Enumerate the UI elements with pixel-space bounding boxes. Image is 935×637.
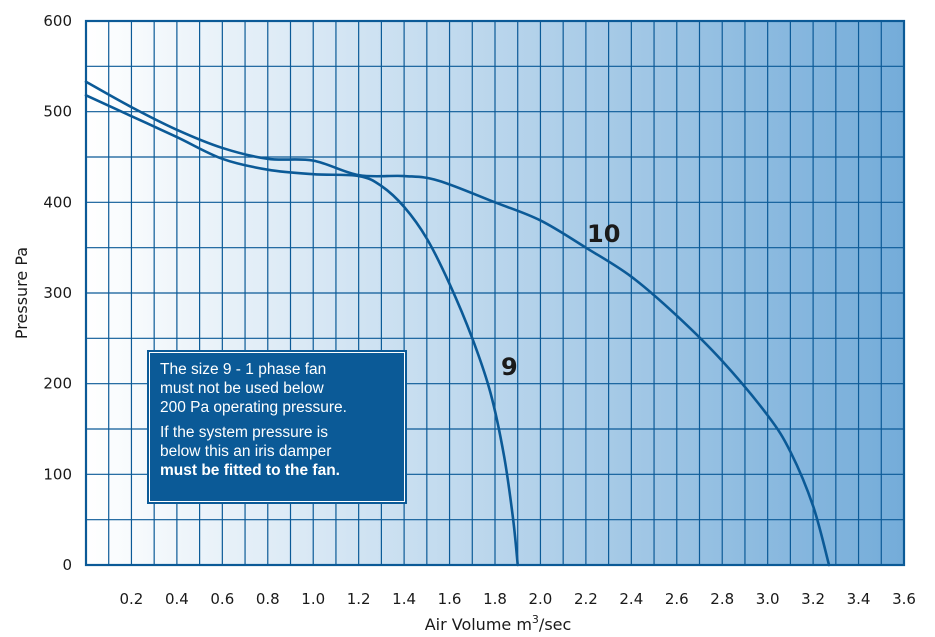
y-tick-label: 600 — [43, 12, 72, 30]
y-tick-label: 500 — [43, 103, 72, 121]
note-line-1: The size 9 - 1 phase fan — [160, 361, 327, 378]
note-line-3: 200 Pa operating pressure. — [160, 399, 347, 416]
x-tick-label: 1.8 — [483, 590, 507, 608]
x-tick-label: 1.2 — [347, 590, 371, 608]
x-axis-title: Air Volume m3/sec — [425, 613, 572, 634]
x-tick-label: 2.2 — [574, 590, 598, 608]
note-line-4: If the system pressure is — [160, 424, 328, 441]
x-tick-label: 3.4 — [847, 590, 871, 608]
y-axis-title: Pressure Pa — [12, 247, 31, 339]
series-layer — [84, 80, 831, 567]
x-tick-label: 1.0 — [301, 590, 325, 608]
note-line-5: below this an iris damper — [160, 443, 332, 460]
x-tick-label: 0.6 — [210, 590, 234, 608]
operating-note: The size 9 - 1 phase fan must not be use… — [149, 352, 405, 502]
series-line-10 — [84, 80, 831, 567]
x-tick-label: 0.4 — [165, 590, 189, 608]
y-tick-label: 0 — [62, 556, 72, 574]
x-tick-label: 1.6 — [438, 590, 462, 608]
x-tick-label: 2.6 — [665, 590, 689, 608]
y-tick-label: 200 — [43, 375, 72, 393]
x-tick-label: 2.8 — [710, 590, 734, 608]
x-tick-label: 3.0 — [756, 590, 780, 608]
note-line-2: must not be used below — [160, 380, 324, 397]
x-tick-label: 3.6 — [892, 590, 916, 608]
series-line-9 — [84, 94, 520, 567]
x-tick-label: 3.2 — [801, 590, 825, 608]
x-tick-label: 0.8 — [256, 590, 280, 608]
x-tick-label: 0.2 — [120, 590, 144, 608]
x-tick-label: 2.4 — [619, 590, 643, 608]
x-tick-label: 1.4 — [392, 590, 416, 608]
x-tick-label: 2.0 — [529, 590, 553, 608]
note-paragraph-1: The size 9 - 1 phase fan must not be use… — [160, 360, 394, 417]
y-tick-label: 100 — [43, 465, 72, 483]
y-tick-label: 400 — [43, 193, 72, 211]
series-label-9: 9 — [501, 353, 518, 381]
note-paragraph-2: If the system pressure is below this an … — [160, 423, 394, 480]
series-label-10: 10 — [587, 220, 620, 248]
y-tick-label: 300 — [43, 284, 72, 302]
note-line-6: must be fitted to the fan. — [160, 462, 340, 479]
tick-labels: 0.2 0.4 0.6 0.8 1.0 1.2 1.4 1.6 1.8 2.0 2.2 2.4 2.6 2… — [43, 12, 916, 608]
plot-frame — [84, 19, 906, 567]
